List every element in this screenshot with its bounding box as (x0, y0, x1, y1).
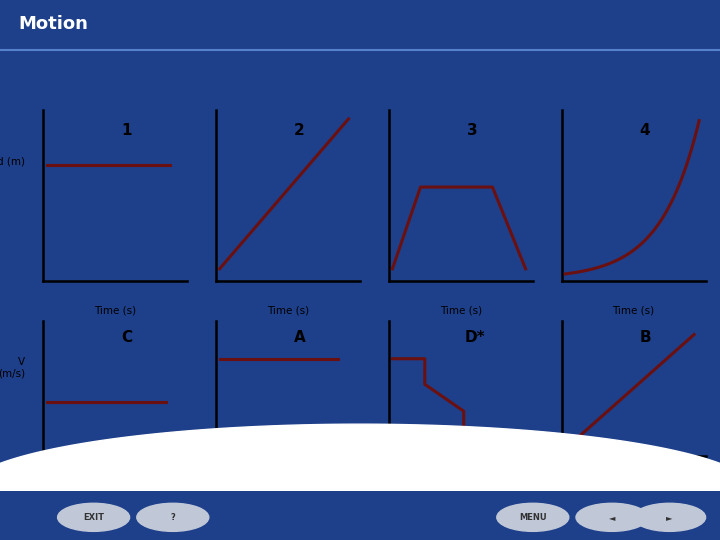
Text: B: B (639, 330, 651, 345)
Text: C: C (121, 330, 132, 345)
Text: ?: ? (171, 513, 175, 522)
Text: A: A (294, 330, 305, 345)
Text: 2: 2 (294, 123, 305, 138)
Ellipse shape (137, 503, 209, 531)
Text: EXIT: EXIT (83, 513, 104, 522)
Text: Time (s): Time (s) (440, 306, 482, 315)
Text: d (m): d (m) (0, 157, 25, 166)
Text: D*: D* (465, 330, 485, 345)
Text: 1: 1 (122, 123, 132, 138)
Text: Time (s): Time (s) (94, 306, 136, 315)
Text: MENU: MENU (519, 513, 546, 522)
Ellipse shape (58, 503, 130, 531)
Ellipse shape (576, 503, 648, 531)
Text: Time (s): Time (s) (339, 480, 381, 490)
Text: Time (s): Time (s) (613, 306, 654, 315)
Text: ◄: ◄ (608, 513, 616, 522)
Ellipse shape (634, 503, 706, 531)
Text: Graphing Motion Experiment (Parts 1 & 2): Graphing Motion Experiment (Parts 1 & 2) (163, 63, 557, 82)
Ellipse shape (497, 503, 569, 531)
Text: V
(m/s): V (m/s) (0, 357, 25, 379)
Text: Motion: Motion (18, 15, 88, 33)
Text: ►: ► (666, 513, 673, 522)
Text: 4: 4 (640, 123, 650, 138)
Text: 3: 3 (467, 123, 477, 138)
Text: Time (s): Time (s) (267, 306, 309, 315)
